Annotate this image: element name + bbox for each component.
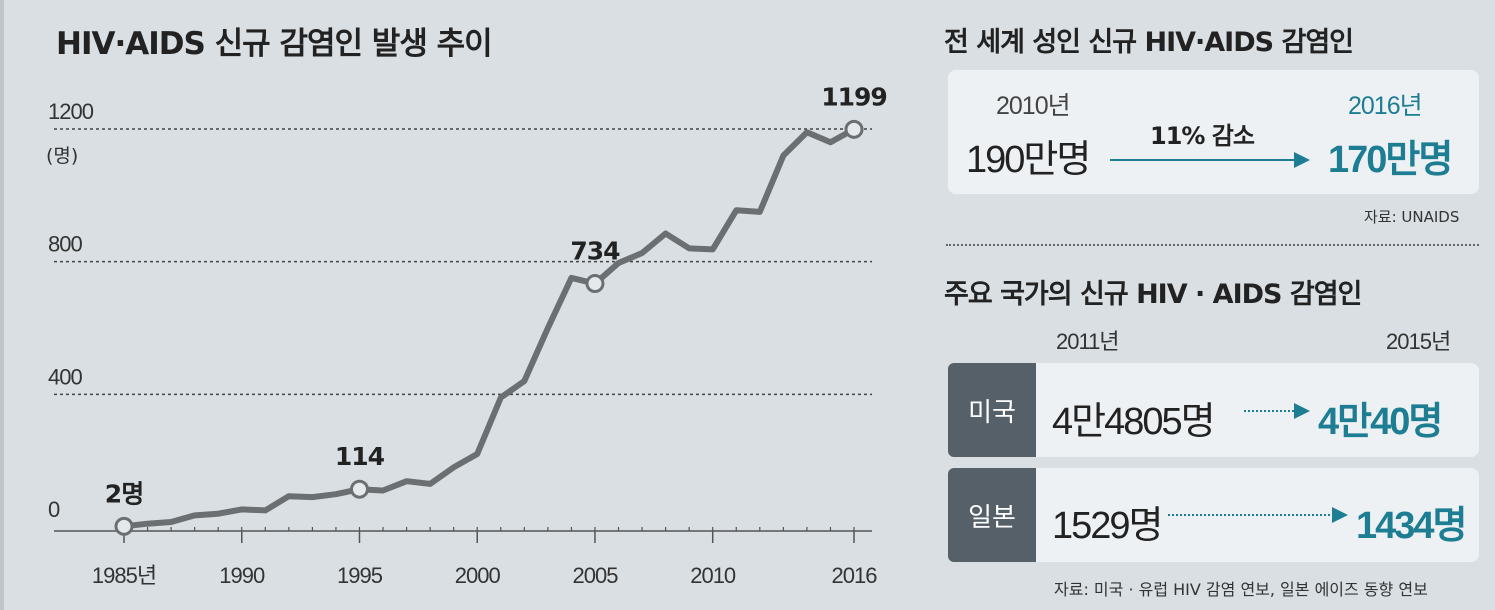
data-label-1985: 2명 — [105, 479, 143, 508]
data-point-marker-2016 — [844, 119, 864, 139]
x-tick-label-1990: 1990 — [219, 563, 265, 588]
y-tick-label-0: 0 — [48, 497, 60, 522]
x-tick-label-2000: 2000 — [455, 563, 501, 588]
data-point-marker-1995 — [349, 479, 369, 499]
chart-title: HIV·AIDS 신규 감염인 발생 추이 — [56, 26, 493, 62]
japan-arrow-icon — [1168, 507, 1348, 523]
countries-year-from: 2011년 — [1056, 329, 1120, 354]
world-change-label: 11% 감소 — [1150, 122, 1255, 150]
usa-arrow-icon — [1244, 403, 1310, 419]
x-tick-label-1985: 1985년 — [92, 563, 156, 588]
data-point-marker-2005 — [585, 274, 605, 294]
y-tick-label-800: 800 — [48, 232, 82, 257]
world-card — [948, 70, 1479, 194]
x-tick-label-2016: 2016 — [832, 563, 878, 588]
world-source: 자료: UNAIDS — [1364, 208, 1460, 226]
world-year-from: 2010년 — [996, 92, 1071, 120]
japan-value-from: 1529명 — [1052, 505, 1163, 547]
usa-value-to: 4만40명 — [1318, 401, 1443, 443]
x-tick-label-2010: 2010 — [690, 563, 736, 588]
line-chart: 0 400 800 1200 (명) 1985년 1990 1995 2000 2005 2010 2… — [46, 82, 888, 588]
country-row-usa — [948, 363, 1479, 457]
x-tick-label-2005: 2005 — [572, 563, 618, 588]
countries-year-to: 2015년 — [1386, 329, 1451, 354]
country-tag-usa: 미국 — [948, 363, 1036, 457]
section-divider — [946, 244, 1479, 246]
series-line — [121, 126, 857, 530]
data-label-1995: 114 — [335, 442, 385, 471]
world-arrow-icon — [1110, 152, 1310, 168]
countries-title: 주요 국가의 신규 HIV · AIDS 감염인 — [944, 279, 1362, 310]
world-year-to: 2016년 — [1348, 92, 1423, 120]
world-value-from: 190만명 — [966, 139, 1091, 181]
data-label-2005: 734 — [570, 237, 620, 266]
japan-value-to: 1434명 — [1356, 505, 1467, 547]
country-tag-japan: 일본 — [948, 468, 1036, 562]
countries-source: 자료: 미국 · 유럽 HIV 감염 연보, 일본 에이즈 동향 연보 — [1054, 580, 1428, 599]
world-value-to: 170만명 — [1328, 139, 1453, 181]
y-axis-unit-label: (명) — [46, 145, 78, 167]
usa-value-from: 4만4805명 — [1052, 401, 1216, 443]
y-tick-label-400: 400 — [48, 364, 82, 389]
data-label-2016: 1199 — [821, 82, 887, 111]
y-tick-label-1200: 1200 — [48, 99, 94, 124]
left-edge-bar — [0, 0, 4, 610]
world-title: 전 세계 성인 신규 HIV·AIDS 감염인 — [944, 27, 1354, 58]
x-tick-label-1995: 1995 — [337, 563, 383, 588]
data-point-marker-1985 — [114, 516, 134, 536]
